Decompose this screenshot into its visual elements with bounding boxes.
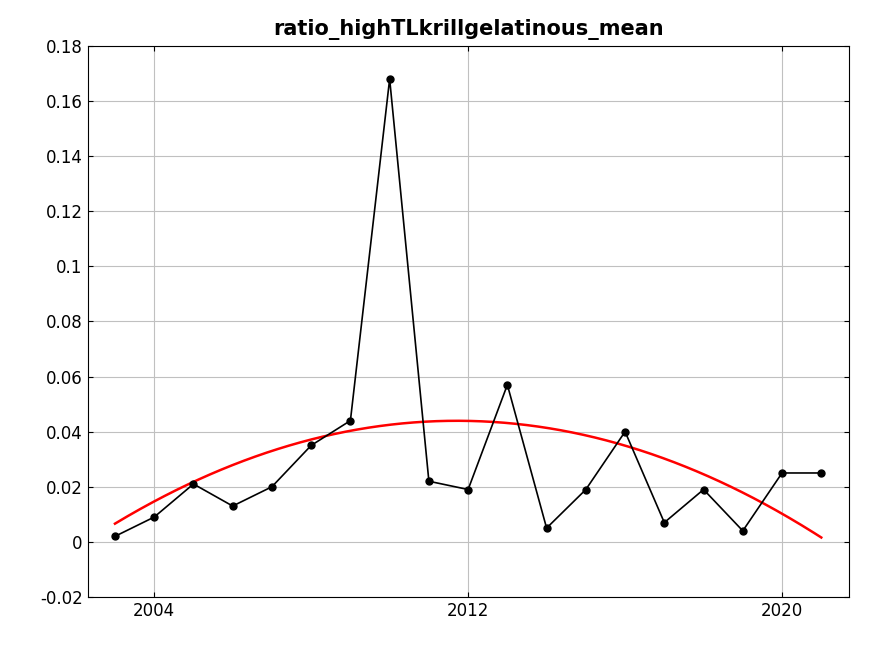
Title: ratio_highTLkrillgelatinous_mean: ratio_highTLkrillgelatinous_mean — [273, 19, 663, 40]
